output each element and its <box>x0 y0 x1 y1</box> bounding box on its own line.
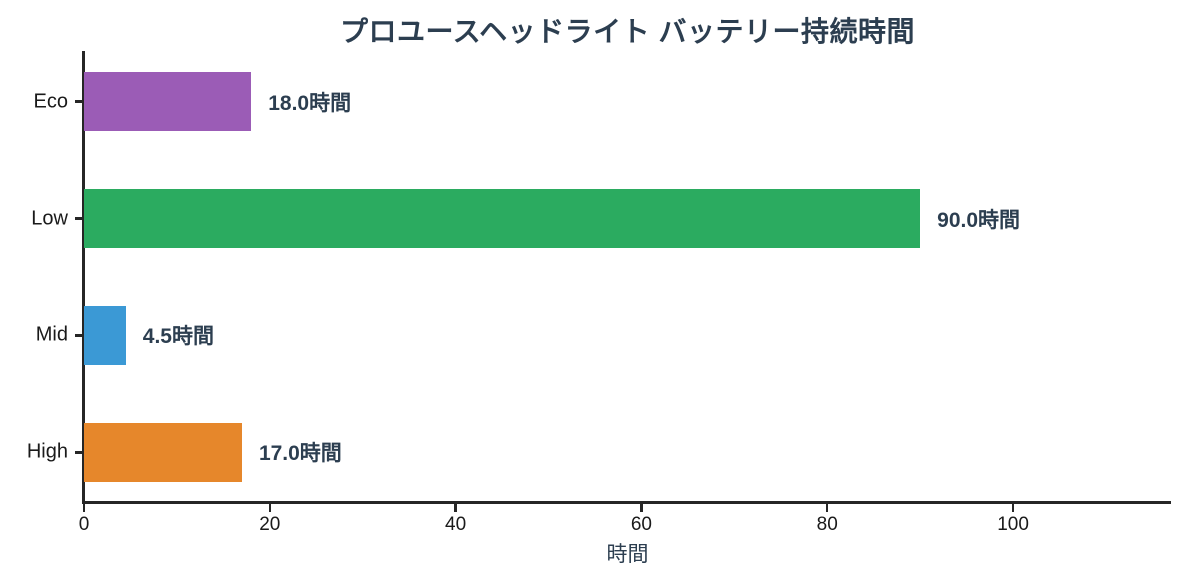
x-axis-tick <box>825 503 829 512</box>
y-axis-tick <box>75 451 83 454</box>
x-axis-spine <box>82 501 1171 504</box>
bar <box>84 189 921 248</box>
y-axis-tick <box>75 334 83 337</box>
category-label: Low <box>31 207 68 230</box>
x-axis-tick <box>640 503 643 512</box>
category-label: Eco <box>33 90 68 113</box>
x-axis-tick-label: 0 <box>78 514 90 535</box>
bar-value-label: 90.0時間 <box>937 208 1021 232</box>
x-axis-tick-label: 40 <box>445 514 467 535</box>
y-axis-tick <box>75 217 83 220</box>
x-axis-tick-label: 60 <box>630 514 652 535</box>
x-axis-tick <box>1011 503 1015 512</box>
x-axis-tick <box>82 503 86 512</box>
x-axis-tick-label: 20 <box>259 514 281 535</box>
bar <box>84 72 252 131</box>
bar-value-label: 4.5時間 <box>142 325 214 349</box>
plot-area: 18.0時間 90.0時間 4.5時間 17.0時間 <box>82 51 1171 504</box>
bar-value-label: 18.0時間 <box>268 91 352 115</box>
bar-value-label: 17.0時間 <box>258 442 342 466</box>
x-axis-label: 時間 <box>606 543 649 566</box>
bar <box>84 423 242 482</box>
category-label: Mid <box>35 323 68 346</box>
x-axis-tick <box>268 503 272 512</box>
x-axis-tick <box>454 503 457 512</box>
bar <box>84 306 126 365</box>
y-axis-spine <box>82 51 85 503</box>
x-axis-tick-label: 100 <box>997 514 1029 535</box>
x-axis-tick-label: 80 <box>816 514 838 535</box>
y-axis-tick <box>75 100 83 103</box>
category-label: High <box>26 440 68 463</box>
chart-title: プロユースヘッドライト バッテリー持続時間 <box>340 16 915 47</box>
